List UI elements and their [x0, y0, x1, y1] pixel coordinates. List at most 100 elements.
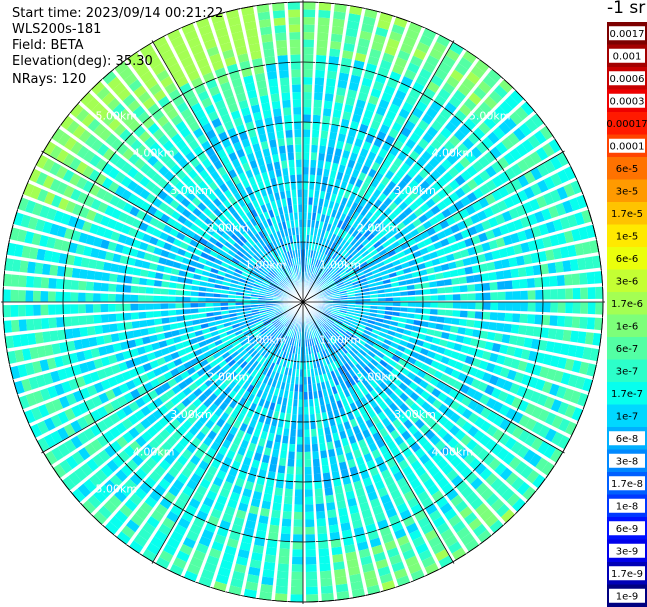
beta-cell [292, 534, 303, 542]
beta-cell [348, 325, 357, 332]
beta-cell [365, 393, 374, 402]
range-ring-label: 4.00km [432, 147, 474, 160]
beta-cell [329, 314, 338, 319]
beta-cell [407, 496, 420, 509]
beta-cell [557, 288, 566, 300]
beta-cell [323, 340, 330, 349]
beta-cell [297, 429, 303, 437]
beta-cell [489, 281, 498, 291]
beta-cell [535, 302, 543, 313]
beta-cell [533, 326, 542, 338]
beta-cell [303, 376, 308, 385]
beta-cell [273, 17, 286, 27]
beta-cell [330, 463, 339, 473]
beta-cell [385, 350, 394, 359]
beta-cell [384, 475, 395, 487]
beta-cell [275, 585, 289, 595]
beta-cell [291, 414, 298, 422]
beta-cell [417, 490, 430, 503]
beta-cell [303, 204, 308, 213]
beta-cell [381, 342, 390, 350]
beta-cell [248, 442, 257, 452]
beta-cell [485, 472, 499, 486]
beta-cell [446, 340, 456, 350]
beta-cell [108, 303, 116, 313]
beta-cell [565, 287, 573, 300]
beta-cell [403, 347, 413, 356]
beta-cell [353, 526, 366, 537]
beta-cell [473, 403, 485, 415]
beta-cell [470, 497, 484, 511]
beta-cell [274, 372, 280, 381]
beta-cell [293, 526, 303, 535]
beta-cell [355, 363, 364, 372]
beta-cell [48, 278, 57, 290]
beta-cell [524, 362, 535, 374]
range-ring-label: 1.00km [245, 259, 287, 272]
beta-cell [25, 290, 34, 302]
beta-cell [377, 309, 386, 315]
beta-cell [344, 332, 352, 340]
beta-cell [369, 466, 380, 477]
beta-cell [293, 519, 303, 527]
beta-cell [329, 336, 337, 345]
beta-cell [315, 328, 321, 337]
beta-cell [327, 363, 334, 372]
beta-cell [430, 302, 438, 308]
beta-cell [570, 330, 579, 343]
beta-cell [281, 92, 291, 101]
beta-cell [328, 48, 341, 58]
beta-cell [392, 336, 402, 344]
beta-cell [343, 344, 351, 352]
beta-cell [377, 411, 387, 421]
beta-cell [293, 122, 302, 130]
beta-cell [190, 297, 199, 302]
beta-cell [309, 398, 314, 407]
beta-cell [357, 494, 368, 505]
beta-cell [336, 590, 350, 601]
beta-cell [78, 280, 87, 291]
beta-cell [215, 573, 230, 585]
beta-cell [311, 436, 318, 445]
beta-cell [362, 305, 371, 309]
beta-cell [320, 315, 328, 321]
beta-cell [275, 480, 285, 489]
beta-cell [276, 472, 285, 482]
beta-cell [530, 338, 541, 350]
beta-cell [331, 470, 341, 480]
beta-cell [304, 466, 313, 475]
beta-cell [325, 356, 331, 365]
beta-cell [425, 383, 436, 394]
beta-cell [502, 379, 514, 392]
beta-cell [525, 417, 537, 431]
beta-cell [443, 348, 453, 357]
beta-cell [595, 286, 603, 299]
beta-cell [304, 489, 314, 497]
beta-cell [303, 129, 311, 138]
beta-cell [370, 332, 379, 339]
beta-cell [305, 556, 317, 565]
beta-cell [214, 533, 227, 545]
colorbar-tick-label: 6e-6 [616, 254, 639, 265]
beta-cell [314, 352, 319, 361]
beta-cell [387, 329, 396, 336]
beta-cell [381, 533, 395, 544]
beta-cell [404, 386, 414, 397]
beta-cell [322, 349, 328, 358]
beta-cell [497, 390, 509, 403]
beta-cell [419, 423, 431, 435]
beta-cell [479, 508, 494, 522]
beta-cell [279, 412, 286, 421]
beta-cell [340, 382, 348, 391]
beta-cell [425, 503, 438, 516]
beta-cell [470, 378, 482, 389]
beta-cell [426, 328, 436, 336]
beta-cell [93, 282, 102, 292]
beta-cell [415, 542, 429, 555]
beta-cell [329, 346, 336, 354]
beta-cell [435, 323, 444, 331]
beta-cell [85, 304, 94, 314]
beta-cell [79, 326, 89, 338]
beta-cell [273, 410, 280, 420]
beta-cell [338, 507, 349, 517]
